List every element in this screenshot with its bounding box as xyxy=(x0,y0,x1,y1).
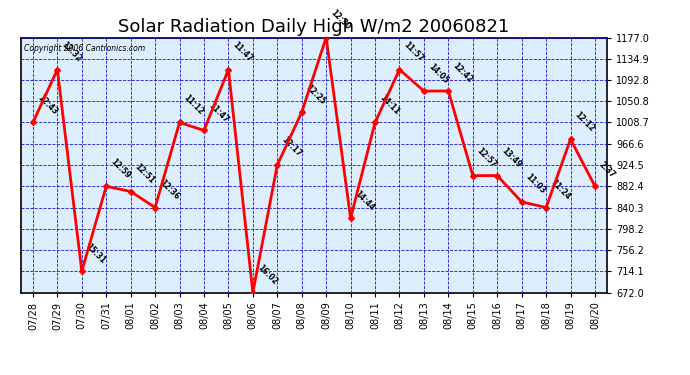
Text: 12:17: 12:17 xyxy=(279,135,303,159)
Text: 13:49: 13:49 xyxy=(500,146,523,170)
Title: Solar Radiation Daily High W/m2 20060821: Solar Radiation Daily High W/m2 20060821 xyxy=(118,18,510,36)
Text: 11:47: 11:47 xyxy=(206,101,230,124)
Text: 12:25: 12:25 xyxy=(304,83,328,106)
Text: 12:43: 12:43 xyxy=(35,93,59,116)
Text: 12:12: 12:12 xyxy=(573,110,596,133)
Text: 11:03: 11:03 xyxy=(524,172,548,196)
Text: 14:44: 14:44 xyxy=(353,189,377,212)
Text: 12:42: 12:42 xyxy=(451,62,474,85)
Text: 12:57: 12:57 xyxy=(475,146,499,170)
Text: 11:12: 11:12 xyxy=(182,93,206,116)
Text: Copyright 2006 Cantronics.com: Copyright 2006 Cantronics.com xyxy=(23,44,145,53)
Text: 12:59: 12:59 xyxy=(109,157,132,180)
Text: 11:24: 11:24 xyxy=(549,178,572,201)
Text: 12:51: 12:51 xyxy=(133,162,157,186)
Text: 2:37: 2:37 xyxy=(598,160,618,180)
Text: 12:30: 12:30 xyxy=(328,8,352,32)
Text: 16:02: 16:02 xyxy=(255,263,279,286)
Text: 15:31: 15:31 xyxy=(84,242,108,265)
Text: 14:11: 14:11 xyxy=(377,93,401,116)
Text: 14:05: 14:05 xyxy=(426,62,450,85)
Text: 12:32: 12:32 xyxy=(60,40,83,63)
Text: 11:57: 11:57 xyxy=(402,40,425,63)
Text: 11:47: 11:47 xyxy=(231,40,255,63)
Text: 12:36: 12:36 xyxy=(157,178,181,201)
